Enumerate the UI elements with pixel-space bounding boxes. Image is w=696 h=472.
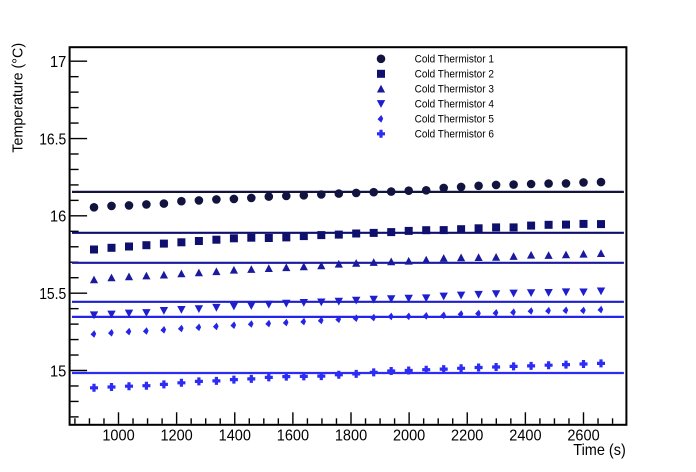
svg-text:2400: 2400 — [509, 427, 541, 444]
svg-text:2200: 2200 — [451, 427, 483, 444]
svg-text:15: 15 — [50, 363, 66, 380]
svg-text:1600: 1600 — [277, 427, 309, 444]
svg-text:Cold Thermistor 4: Cold Thermistor 4 — [415, 99, 494, 111]
svg-text:16.5: 16.5 — [39, 131, 66, 148]
svg-text:Cold Thermistor 3: Cold Thermistor 3 — [415, 84, 494, 96]
svg-text:2600: 2600 — [567, 427, 599, 444]
svg-text:17: 17 — [50, 54, 66, 71]
svg-text:Cold Thermistor 1: Cold Thermistor 1 — [415, 54, 494, 66]
svg-text:Cold Thermistor 2: Cold Thermistor 2 — [415, 69, 494, 81]
svg-text:Cold Thermistor 6: Cold Thermistor 6 — [415, 129, 494, 141]
svg-text:Temperature (°C): Temperature (°C) — [10, 43, 26, 153]
svg-text:1800: 1800 — [335, 427, 367, 444]
svg-text:Cold Thermistor 5: Cold Thermistor 5 — [415, 114, 494, 126]
svg-text:1200: 1200 — [160, 427, 192, 444]
svg-text:16: 16 — [50, 209, 66, 226]
svg-text:1400: 1400 — [219, 427, 251, 444]
svg-text:1000: 1000 — [102, 427, 134, 444]
svg-text:2000: 2000 — [393, 427, 425, 444]
svg-text:Time (s): Time (s) — [573, 442, 626, 459]
svg-text:15.5: 15.5 — [39, 286, 66, 303]
